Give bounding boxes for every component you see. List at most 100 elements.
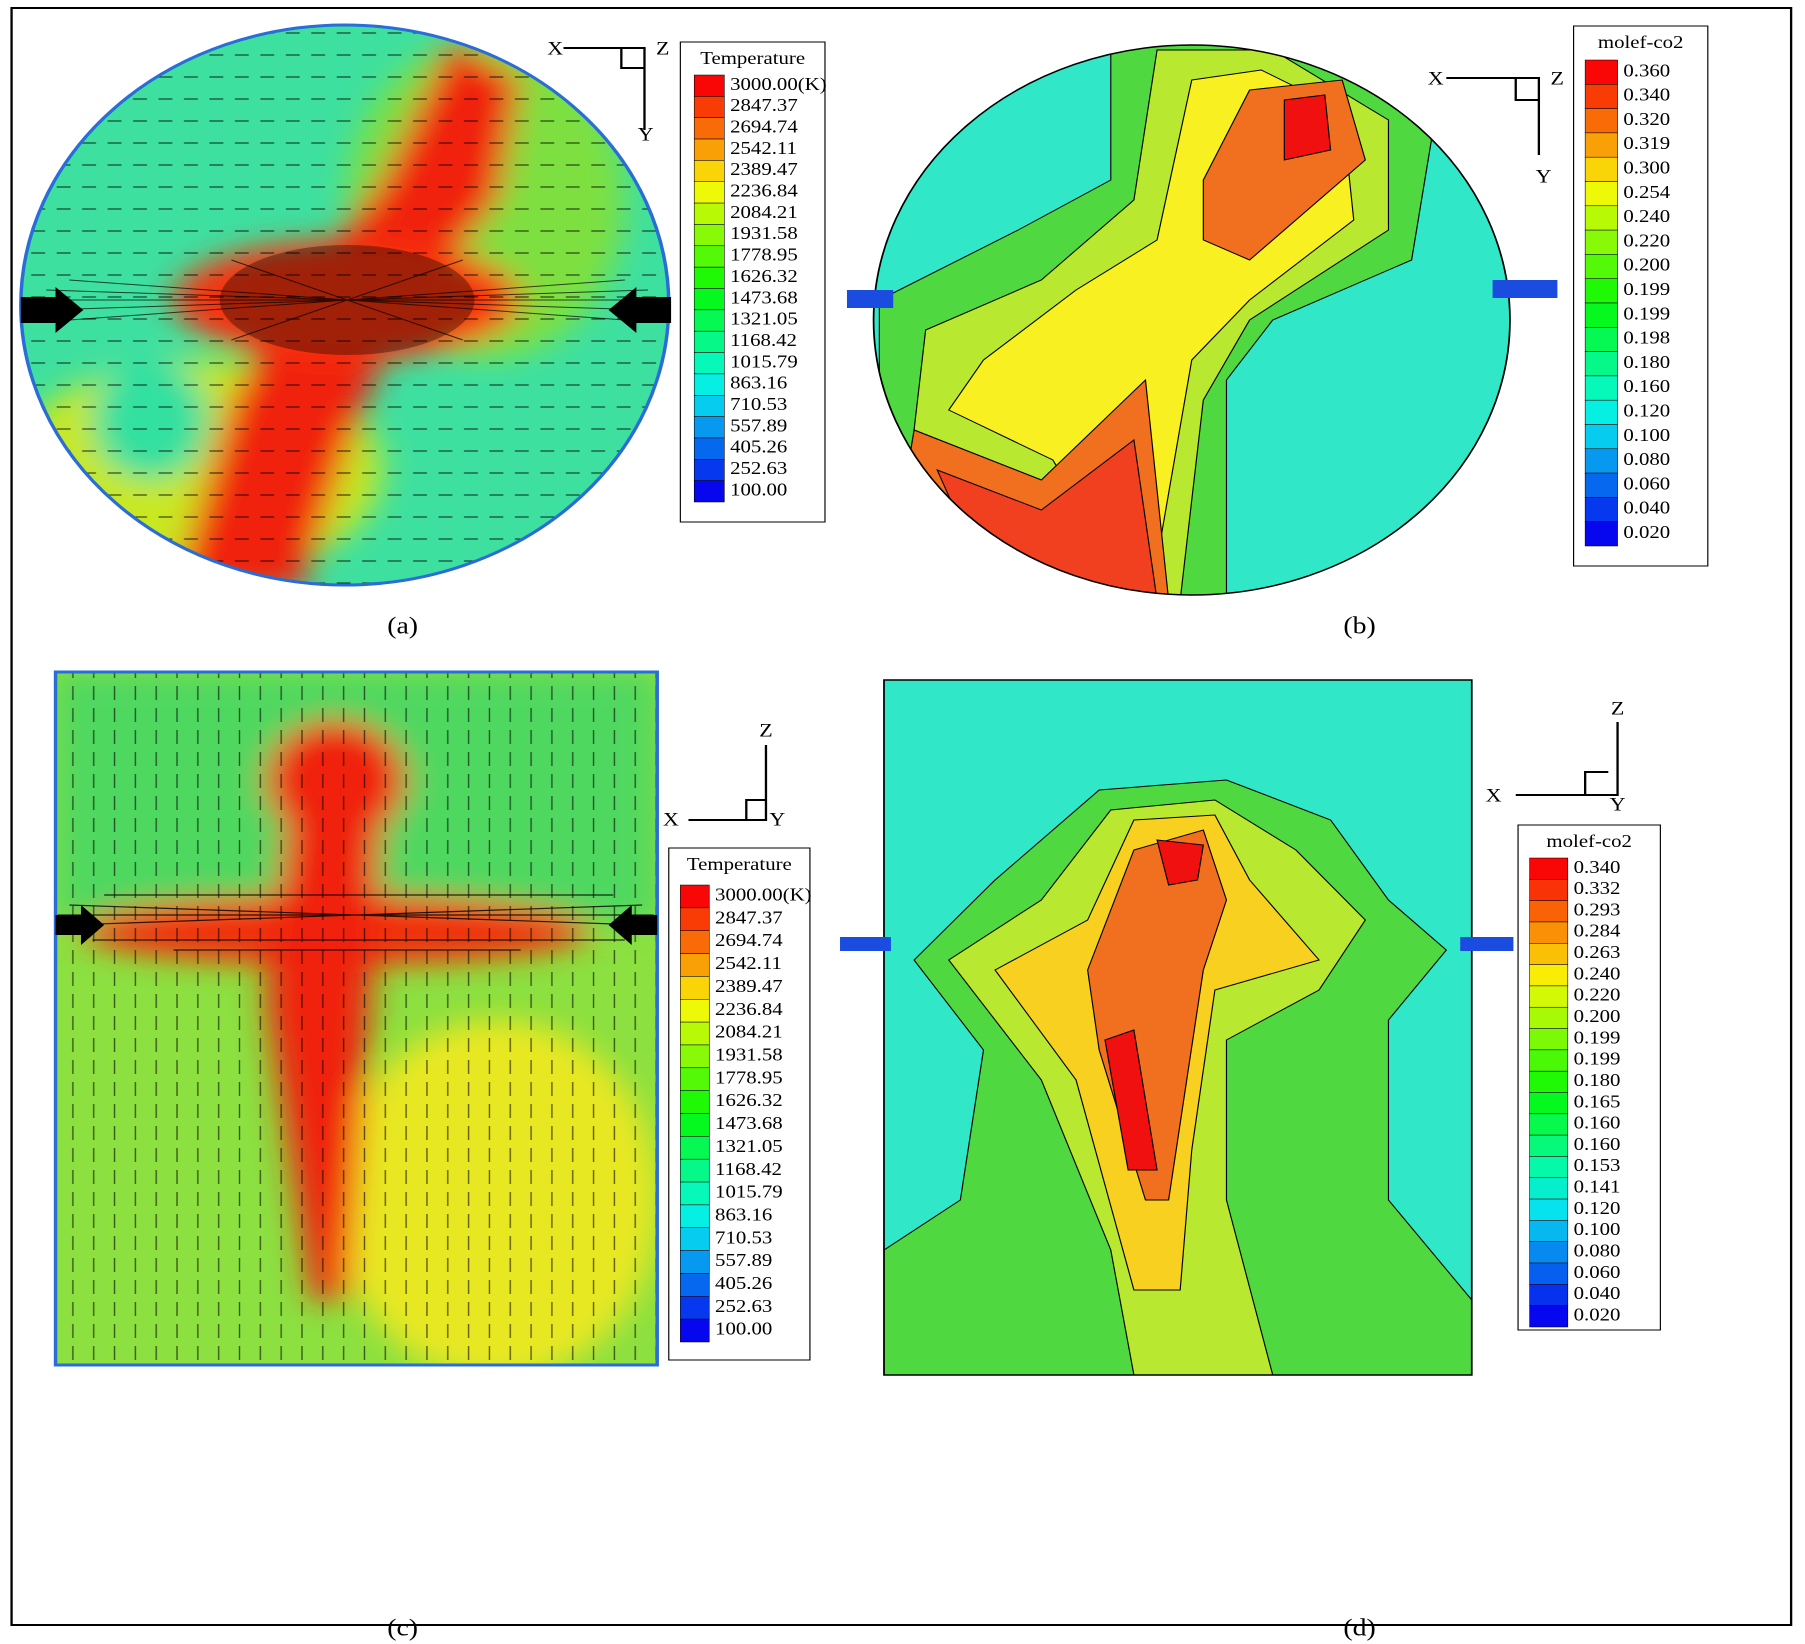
axis-triad bbox=[563, 47, 646, 130]
axis-label: Y bbox=[1610, 795, 1626, 815]
legend-swatch bbox=[1529, 921, 1569, 944]
caption: (a) bbox=[387, 612, 418, 639]
legend-label: 1778.95 bbox=[730, 246, 798, 265]
legend-swatch bbox=[693, 160, 725, 182]
axis-triad bbox=[1446, 77, 1541, 155]
legend-label: 0.080 bbox=[1623, 450, 1670, 469]
legend-swatch bbox=[1584, 108, 1618, 134]
inlet bbox=[846, 290, 894, 308]
legend-swatch bbox=[693, 330, 725, 353]
contour-b bbox=[873, 45, 1510, 595]
legend-label: 1931.58 bbox=[715, 1046, 783, 1065]
axis-label: Y bbox=[1536, 167, 1552, 187]
legend-label: 1321.05 bbox=[715, 1137, 783, 1156]
legend-swatch bbox=[680, 1204, 710, 1229]
legend-label: 0.199 bbox=[1574, 1050, 1621, 1069]
legend-label: 3000.00(K) bbox=[730, 75, 827, 94]
legend-label: 0.160 bbox=[1574, 1135, 1621, 1154]
legend-label: 0.240 bbox=[1623, 207, 1670, 226]
inlet-arrow bbox=[20, 287, 84, 333]
legend-swatch bbox=[693, 480, 725, 503]
axis-label: Y bbox=[769, 810, 785, 830]
legend-swatch bbox=[693, 352, 725, 375]
inlet bbox=[1492, 280, 1558, 298]
axis-label: X bbox=[663, 810, 679, 830]
legend-label: 0.254 bbox=[1623, 183, 1670, 202]
boundary bbox=[872, 44, 1511, 596]
legend-label: 252.63 bbox=[715, 1297, 772, 1316]
legend-swatch bbox=[1584, 302, 1618, 328]
legend-swatch bbox=[1529, 1049, 1569, 1072]
legend-swatch bbox=[1584, 254, 1618, 279]
legend-swatch bbox=[693, 288, 725, 311]
legend-swatch bbox=[693, 266, 725, 289]
legend-swatch bbox=[1584, 229, 1618, 255]
caption: (b) bbox=[1343, 612, 1375, 639]
legend-label: 0.165 bbox=[1574, 1092, 1621, 1111]
legend-swatch bbox=[1584, 448, 1618, 474]
legend-swatch bbox=[693, 437, 725, 460]
legend-swatch bbox=[1529, 879, 1569, 901]
legend-swatch bbox=[693, 181, 725, 204]
legend-label: 0.100 bbox=[1574, 1220, 1621, 1239]
legend-swatch bbox=[1529, 1134, 1569, 1157]
legend-label: 1168.42 bbox=[715, 1160, 782, 1179]
legend-label: 1015.79 bbox=[730, 353, 798, 372]
legend-label: 2542.11 bbox=[730, 139, 797, 158]
legend-label: 0.100 bbox=[1623, 426, 1670, 445]
legend-swatch bbox=[1529, 1177, 1569, 1200]
legend-label: 100.00 bbox=[715, 1320, 772, 1339]
boundary bbox=[53, 670, 659, 1367]
legend-label: 0.180 bbox=[1574, 1071, 1621, 1090]
legend-swatch bbox=[680, 1250, 710, 1274]
legend-swatch bbox=[680, 907, 710, 931]
axis-label: Z bbox=[1550, 69, 1563, 89]
legend-title: Temperature bbox=[700, 49, 805, 68]
axis-label: Z bbox=[1611, 699, 1624, 719]
legend-swatch bbox=[693, 138, 725, 161]
axis-label: X bbox=[547, 39, 563, 59]
legend-swatch bbox=[1584, 132, 1618, 158]
legend-label: 2847.37 bbox=[730, 96, 798, 115]
legend-label: 0.200 bbox=[1574, 1007, 1621, 1026]
legend-label: 1626.32 bbox=[715, 1091, 783, 1110]
inlet-arrow bbox=[608, 905, 658, 945]
inlet-arrow bbox=[608, 287, 672, 333]
legend-swatch bbox=[1529, 1113, 1569, 1136]
legend-label: 0.340 bbox=[1574, 858, 1621, 877]
legend-swatch bbox=[693, 309, 725, 332]
legend-swatch bbox=[693, 459, 725, 481]
axis-label: X bbox=[1486, 786, 1502, 806]
legend-label: 1778.95 bbox=[715, 1069, 783, 1088]
legend-swatch bbox=[680, 884, 710, 909]
legend-swatch bbox=[1584, 399, 1618, 425]
caption: (c) bbox=[387, 1614, 418, 1641]
legend-label: 100.00 bbox=[730, 481, 787, 500]
legend-swatch bbox=[1529, 1284, 1569, 1306]
legend-swatch bbox=[1529, 1241, 1569, 1264]
legend-label: 0.080 bbox=[1574, 1242, 1621, 1261]
axis-label: Z bbox=[656, 39, 669, 59]
legend-label: 557.89 bbox=[730, 417, 787, 436]
legend-label: 0.160 bbox=[1574, 1114, 1621, 1133]
legend-label: 0.198 bbox=[1623, 329, 1670, 348]
legend-swatch bbox=[1529, 1070, 1569, 1093]
legend-label: 710.53 bbox=[730, 395, 787, 414]
legend-swatch bbox=[680, 999, 710, 1023]
legend-swatch bbox=[1529, 857, 1569, 880]
legend-swatch bbox=[1529, 985, 1569, 1008]
legend-swatch bbox=[1584, 375, 1618, 401]
legend-label: 2236.84 bbox=[730, 182, 798, 201]
axis-label: X bbox=[1428, 69, 1444, 89]
legend-label: 405.26 bbox=[715, 1274, 773, 1293]
legend-label: 0.040 bbox=[1623, 499, 1670, 518]
legend-swatch bbox=[680, 1021, 710, 1046]
legend-label: 2389.47 bbox=[730, 160, 798, 179]
legend-swatch bbox=[1529, 1198, 1569, 1221]
boundary bbox=[883, 679, 1473, 1376]
legend-swatch bbox=[1584, 205, 1618, 231]
legend-label: 1015.79 bbox=[715, 1183, 783, 1202]
legend-label: 0.340 bbox=[1623, 86, 1670, 105]
legend-swatch bbox=[1529, 1220, 1569, 1242]
